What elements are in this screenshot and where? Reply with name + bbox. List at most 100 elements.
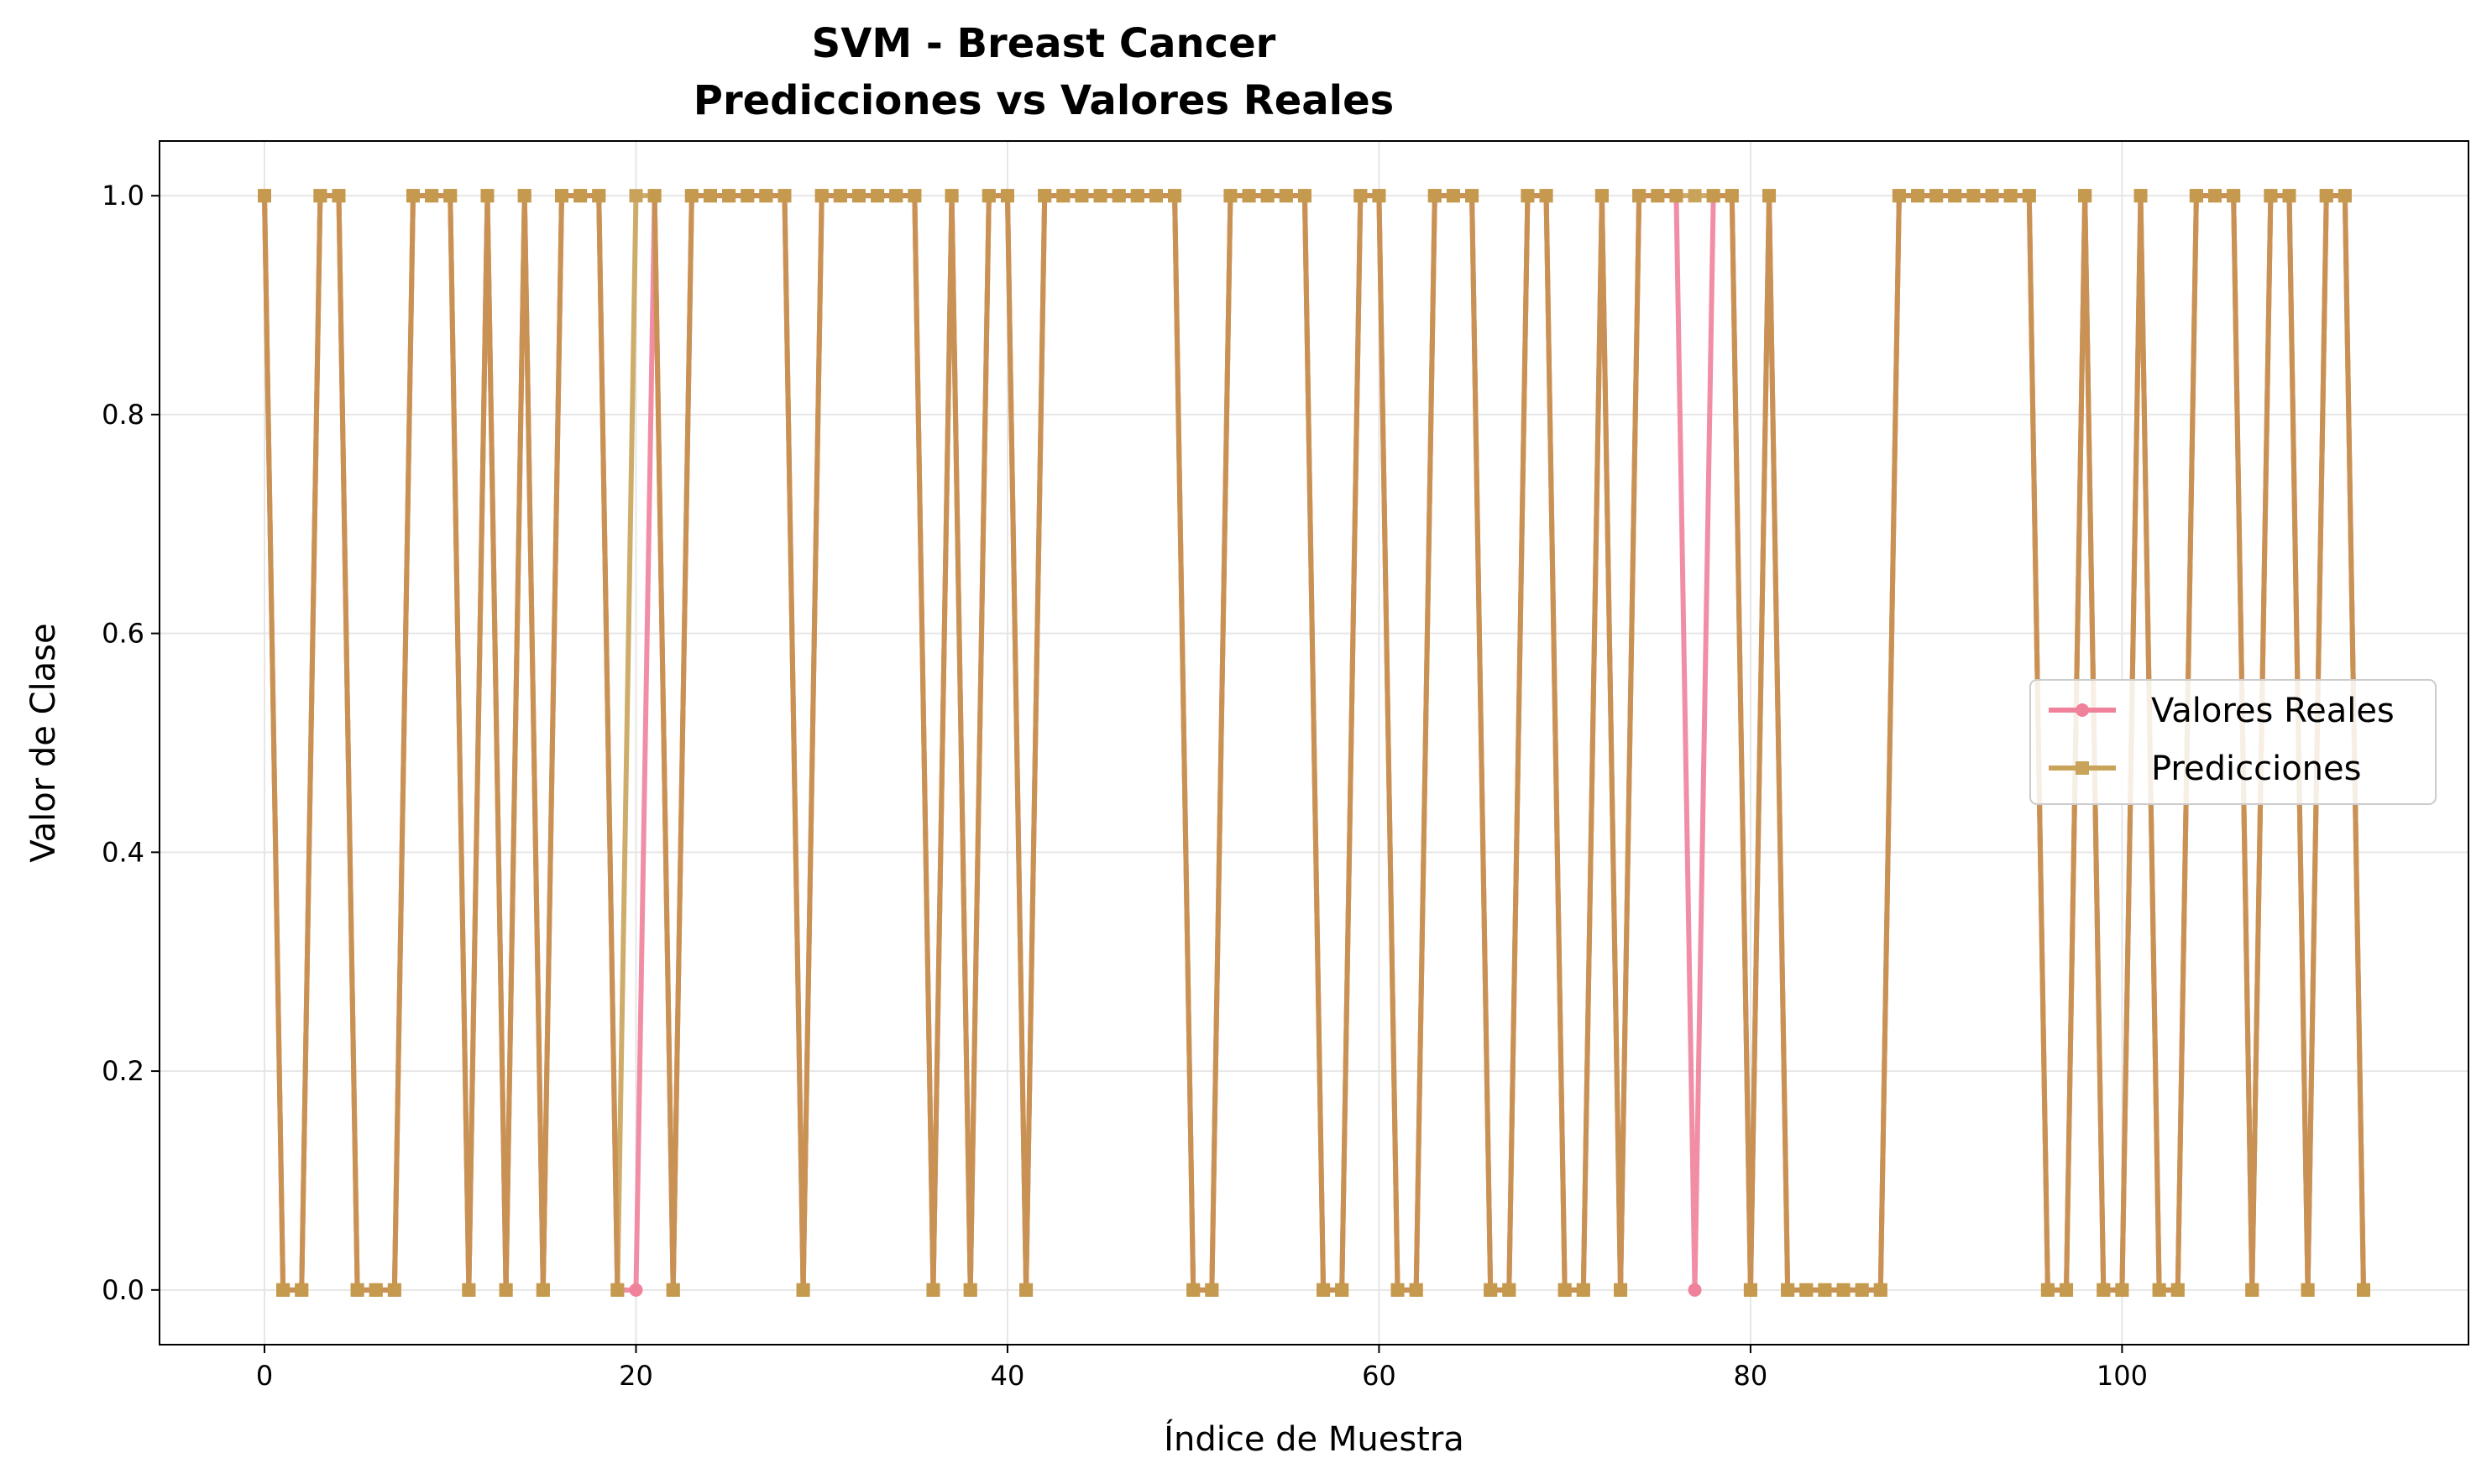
overlap-marker bbox=[2245, 1283, 2259, 1297]
overlap-marker bbox=[1446, 189, 1460, 203]
overlap-marker bbox=[350, 1283, 364, 1297]
overlap-marker bbox=[1706, 189, 1720, 203]
overlap-marker bbox=[313, 189, 327, 203]
overlap-marker bbox=[703, 189, 717, 203]
overlap-marker bbox=[666, 1283, 680, 1297]
overlap-marker bbox=[963, 1283, 977, 1297]
overlap-marker bbox=[462, 1283, 476, 1297]
overlap-marker bbox=[2227, 189, 2241, 203]
overlap-marker bbox=[1725, 189, 1739, 203]
overlap-segment bbox=[1004, 193, 1029, 1293]
overlap-marker bbox=[2003, 189, 2018, 203]
overlap-marker bbox=[1056, 189, 1071, 203]
overlap-marker bbox=[1929, 189, 1944, 203]
overlap-marker bbox=[1242, 189, 1256, 203]
overlap-marker bbox=[1168, 189, 1182, 203]
overlap-segment bbox=[596, 193, 620, 1293]
overlap-marker bbox=[741, 189, 755, 203]
overlap-marker bbox=[2133, 189, 2148, 203]
overlap-marker bbox=[851, 189, 866, 203]
overlap-marker bbox=[889, 189, 903, 203]
x-tick-label: 80 bbox=[1734, 1360, 1768, 1392]
overlap-marker bbox=[1502, 1283, 1516, 1297]
overlap-segment bbox=[336, 193, 360, 1293]
overlap-segment bbox=[1024, 193, 1048, 1293]
overlap-segment bbox=[521, 193, 546, 1293]
overlap-marker bbox=[1985, 189, 1999, 203]
overlap-segment bbox=[391, 193, 416, 1293]
overlap-marker bbox=[2189, 189, 2203, 203]
overlap-segment bbox=[1172, 193, 1196, 1293]
overlap-marker bbox=[1260, 189, 1275, 203]
data-point-predicciones bbox=[1688, 189, 1702, 203]
overlap-segment bbox=[1339, 193, 1364, 1293]
legend-box bbox=[2029, 679, 2437, 805]
overlap-marker bbox=[1836, 1283, 1851, 1297]
overlap-marker bbox=[945, 189, 959, 203]
overlap-marker bbox=[722, 189, 736, 203]
overlap-marker bbox=[610, 1283, 625, 1297]
x-tick-label: 0 bbox=[256, 1360, 273, 1392]
data-point-predicciones bbox=[629, 189, 643, 203]
overlap-marker bbox=[2097, 1283, 2111, 1297]
overlap-marker bbox=[684, 189, 699, 203]
legend: Valores Reales Predicciones bbox=[2029, 679, 2437, 805]
overlap-marker bbox=[1279, 189, 1293, 203]
overlap-marker bbox=[1614, 1283, 1628, 1297]
overlap-marker bbox=[1892, 189, 1906, 203]
legend-label-predicciones: Predicciones bbox=[2151, 750, 2361, 788]
overlap-marker bbox=[1465, 189, 1479, 203]
y-tick-label: 0.0 bbox=[102, 1274, 144, 1306]
overlap-marker bbox=[554, 189, 568, 203]
overlap-marker bbox=[2208, 189, 2222, 203]
overlap-segment bbox=[1543, 193, 1568, 1293]
overlap-marker bbox=[1594, 189, 1609, 203]
overlap-segment bbox=[800, 193, 825, 1293]
overlap-segment bbox=[912, 193, 936, 1293]
overlap-segment bbox=[1209, 193, 1233, 1293]
overlap-marker bbox=[1223, 189, 1238, 203]
overlap-marker bbox=[1149, 189, 1163, 203]
overlap-marker bbox=[1205, 1283, 1219, 1297]
overlap-segment bbox=[466, 193, 490, 1293]
overlap-segment bbox=[1469, 193, 1494, 1293]
overlap-marker bbox=[1297, 189, 1311, 203]
overlap-segment bbox=[1877, 193, 1902, 1293]
overlap-marker bbox=[2060, 1283, 2074, 1297]
overlap-marker bbox=[2078, 189, 2092, 203]
overlap-marker bbox=[1112, 189, 1126, 203]
overlap-marker bbox=[2301, 1283, 2315, 1297]
overlap-segment bbox=[1767, 193, 1791, 1293]
overlap-marker bbox=[982, 189, 996, 203]
overlap-segment bbox=[1413, 193, 1437, 1293]
overlap-segment bbox=[1506, 193, 1531, 1293]
overlap-marker bbox=[1075, 189, 1089, 203]
overlap-marker bbox=[1000, 189, 1014, 203]
x-tick-label: 20 bbox=[619, 1360, 653, 1392]
overlap-marker bbox=[2357, 1283, 2370, 1297]
overlap-marker bbox=[871, 189, 885, 203]
overlap-marker bbox=[1743, 1283, 1757, 1297]
overlap-segment bbox=[1580, 193, 1605, 1293]
legend-marker-predicciones bbox=[2076, 761, 2089, 775]
legend-marker-valores-reales bbox=[2076, 703, 2089, 717]
overlap-marker bbox=[258, 189, 271, 203]
overlap-marker bbox=[332, 189, 346, 203]
x-axis-label: Índice de Muestra bbox=[1164, 1419, 1464, 1459]
overlap-marker bbox=[759, 189, 773, 203]
overlap-marker bbox=[2319, 189, 2333, 203]
overlap-segment bbox=[1729, 193, 1753, 1293]
overlap-marker bbox=[406, 189, 420, 203]
overlap-segment bbox=[299, 193, 323, 1293]
overlap-segment bbox=[540, 193, 564, 1293]
overlap-marker bbox=[777, 189, 792, 203]
overlap-marker bbox=[1873, 1283, 1887, 1297]
x-tick-label: 60 bbox=[1362, 1360, 1396, 1392]
overlap-marker bbox=[833, 189, 847, 203]
overlap-marker bbox=[908, 189, 922, 203]
overlap-marker bbox=[1966, 189, 1981, 203]
overlap-marker bbox=[369, 1283, 383, 1297]
overlap-marker bbox=[1781, 1283, 1795, 1297]
overlap-segment bbox=[484, 193, 509, 1293]
